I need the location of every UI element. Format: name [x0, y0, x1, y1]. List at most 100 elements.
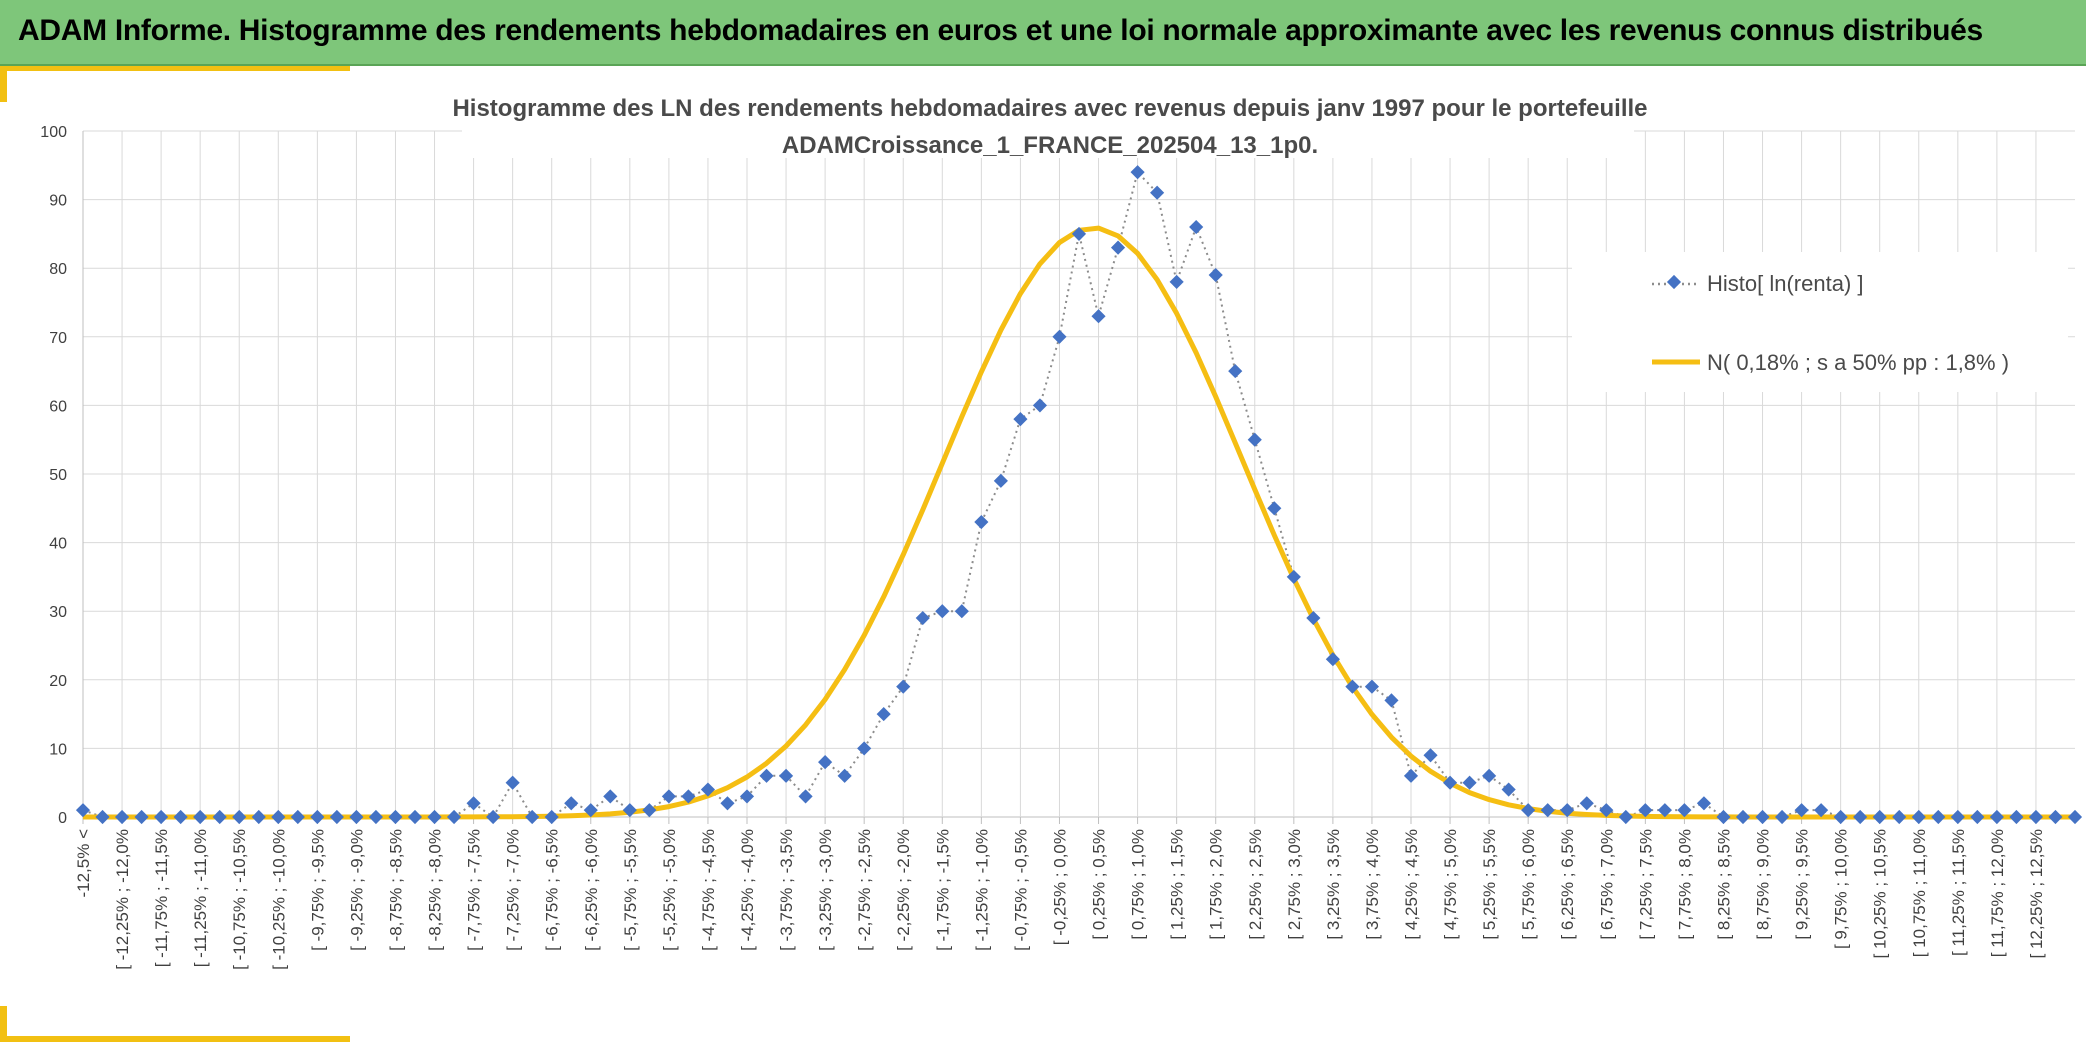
data-point: [2048, 809, 2063, 825]
data-point: [1989, 809, 2004, 825]
x-tick-label: [ -6,75% ; -6,5%: [543, 829, 562, 951]
data-point: [642, 803, 657, 818]
x-tick-label: [ 6,25% ; 6,5%: [1558, 829, 1577, 940]
data-point: [1150, 185, 1165, 200]
data-point: [1735, 809, 1751, 825]
accent-bar-bottom: [0, 1036, 350, 1042]
data-point: [1521, 803, 1536, 818]
data-point: [505, 775, 520, 790]
data-point: [1814, 803, 1829, 818]
data-point: [466, 796, 481, 811]
data-point: [212, 809, 227, 825]
x-tick-label: [ 7,25% ; 7,5%: [1636, 829, 1655, 940]
x-tick-label: [ -1,25% ; -1,0%: [972, 829, 991, 951]
data-point: [173, 809, 188, 825]
data-point: [857, 741, 872, 756]
data-point: [1716, 809, 1731, 825]
data-point: [1872, 809, 1887, 825]
data-point: [876, 707, 891, 722]
x-tick-label: [ 0,25% ; 0,5%: [1090, 829, 1109, 940]
data-point: [1403, 768, 1419, 783]
data-point: [1638, 803, 1653, 818]
data-point: [1911, 809, 1926, 825]
x-tick-label: [ 11,25% ; 11,5%: [1949, 829, 1968, 956]
data-point: [1423, 748, 1438, 763]
data-point: [1013, 412, 1028, 427]
data-point: [388, 809, 403, 825]
data-point: [2009, 809, 2024, 825]
x-tick-label: [ 4,25% ; 4,5%: [1402, 829, 1421, 940]
data-point: [1560, 803, 1575, 818]
data-point: [954, 604, 969, 619]
legend-background: [1572, 252, 2068, 392]
x-tick-label: [ 1,75% ; 2,0%: [1207, 829, 1226, 940]
y-tick-label: 20: [49, 673, 67, 690]
data-point: [1482, 768, 1497, 783]
y-tick-label: 90: [49, 193, 67, 210]
x-tick-label: [ -5,25% ; -5,0%: [660, 829, 679, 951]
chart-title-line-2: ADAMCroissance_1_FRANCE_202504_13_1p0.: [782, 132, 1318, 159]
x-tick-label: [ 5,75% ; 6,0%: [1519, 829, 1538, 940]
x-tick-label: [ -9,25% ; -9,0%: [347, 829, 366, 951]
page-title: ADAM Informe. Histogramme des rendements…: [18, 14, 1983, 47]
y-tick-label: 50: [49, 467, 67, 484]
x-tick-label: [ 10,25% ; 10,5%: [1871, 829, 1890, 958]
data-point: [1931, 809, 1946, 825]
data-point: [1540, 803, 1555, 818]
x-tick-label: [ 3,25% ; 3,5%: [1324, 829, 1343, 940]
grid-lines: [82, 130, 2075, 818]
x-tick-label: [ 11,75% ; 12,0%: [1988, 829, 2007, 957]
data-point: [1345, 679, 1360, 694]
x-tick-label: [ -4,25% ; -4,0%: [738, 829, 757, 951]
legend-histo-marker: [1666, 274, 1682, 290]
data-point: [661, 789, 676, 804]
data-point: [2028, 809, 2044, 825]
x-tick-label: [ -2,75% ; -2,5%: [855, 829, 874, 951]
data-point: [1286, 569, 1301, 584]
data-point: [974, 514, 989, 530]
data-point: [1892, 809, 1907, 825]
data-point: [486, 809, 501, 825]
data-point: [1130, 165, 1145, 180]
data-point: [193, 809, 208, 825]
legend: Histo[ ln(renta) ] N( 0,18% ; s a 50% pp…: [1572, 252, 2068, 392]
x-tick-label: [ -3,25% ; -3,0%: [816, 829, 835, 951]
data-point: [154, 809, 169, 825]
data-point: [544, 809, 559, 825]
x-tick-label: [ 6,75% ; 7,0%: [1597, 829, 1616, 940]
data-point: [935, 604, 950, 619]
data-point: [290, 809, 305, 825]
x-tick-label: [ -8,25% ; -8,0%: [426, 829, 445, 951]
data-point: [134, 809, 149, 825]
x-tick-label: [ -4,75% ; -4,5%: [699, 829, 718, 951]
data-point: [114, 809, 130, 825]
data-point: [407, 809, 423, 825]
x-tick-label: [ 2,25% ; 2,5%: [1246, 829, 1265, 940]
y-tick-label: 40: [49, 536, 67, 553]
accent-bar-top: [0, 66, 350, 71]
data-point: [1950, 809, 1965, 825]
chart-title-line-1: Histogramme des LN des rendements hebdom…: [452, 95, 1647, 122]
x-tick-label: [ 8,25% ; 8,5%: [1714, 829, 1733, 940]
data-point: [1599, 803, 1614, 818]
data-point: [1853, 809, 1868, 825]
header-banner: ADAM Informe. Histogramme des rendements…: [0, 0, 2086, 66]
y-tick-label: 70: [49, 330, 67, 347]
data-point: [1794, 803, 1809, 818]
x-tick-label: [ -0,25% ; 0,0%: [1050, 829, 1069, 945]
data-point: [251, 809, 266, 825]
legend-histo-label: Histo[ ln(renta) ]: [1707, 271, 1864, 296]
data-point: [1774, 809, 1790, 825]
x-tick-label: [ 3,75% ; 4,0%: [1363, 829, 1382, 940]
data-point: [993, 473, 1008, 488]
data-point: [1247, 432, 1262, 447]
data-point: [720, 796, 735, 811]
x-tick-label: [ -7,25% ; -7,0%: [504, 829, 523, 951]
data-point: [1208, 267, 1223, 283]
data-point: [1189, 219, 1204, 235]
data-point: [818, 755, 833, 770]
data-point: [1833, 809, 1848, 825]
x-tick-label: [ 12,25% ; 12,5%: [2027, 829, 2046, 958]
data-point: [1462, 775, 1477, 790]
data-point: [2067, 809, 2083, 825]
